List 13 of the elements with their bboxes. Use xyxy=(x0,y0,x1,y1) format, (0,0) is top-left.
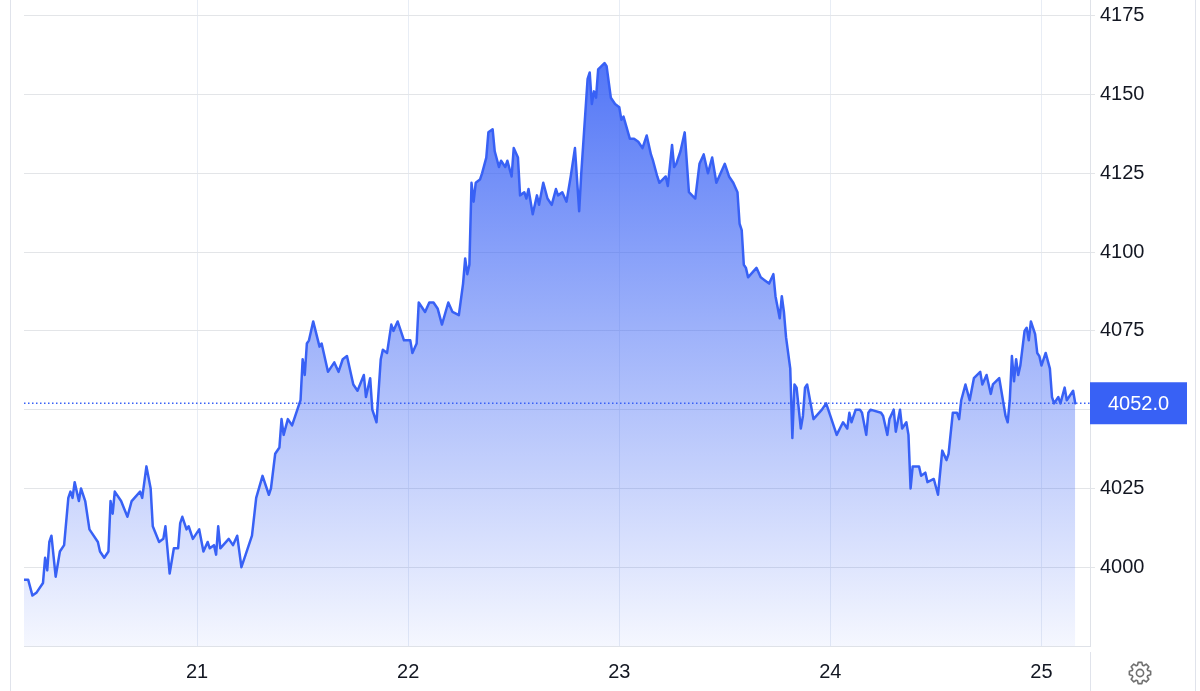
x-tick-label: 22 xyxy=(397,659,420,682)
x-tick-label: 24 xyxy=(819,659,842,682)
y-tick-label: 4025 xyxy=(1100,475,1145,498)
ref-line-label: 4052.0 xyxy=(1107,391,1170,414)
x-tick-label: 25 xyxy=(1030,659,1053,682)
x-tick-label: 21 xyxy=(185,659,209,682)
y-tick-label: 4125 xyxy=(1100,160,1145,183)
x-tick-label: 23 xyxy=(608,659,631,682)
y-tick-label: 4075 xyxy=(1100,318,1145,341)
y-tick-label: 4000 xyxy=(1100,554,1145,577)
y-tick-label: 4100 xyxy=(1100,239,1145,262)
y-tick-label: 4175 xyxy=(1100,3,1145,26)
y-tick-label: 4150 xyxy=(1100,82,1145,105)
